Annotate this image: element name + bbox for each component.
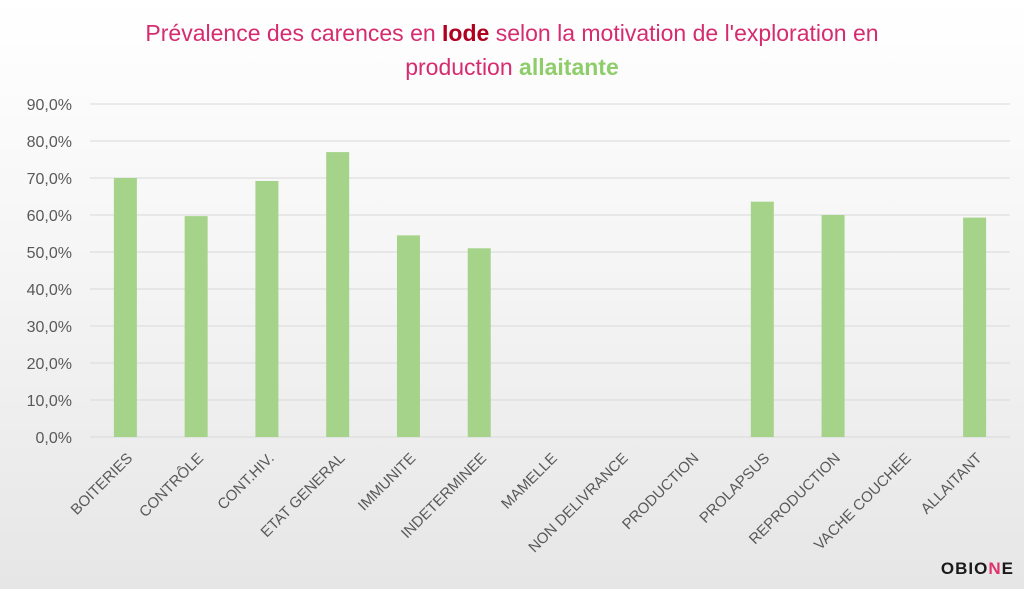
y-axis-ticks: 0,0% 10,0% 20,0% 30,0% 40,0% 50,0% 60,0% 70,0% 8…: [27, 97, 72, 447]
title-text-1: Prévalence des carences en: [145, 20, 443, 46]
obione-logo: OBIONE: [941, 559, 1014, 579]
y-tick-label: 30,0%: [27, 319, 72, 336]
bars: [113, 152, 987, 437]
title-highlight-iode: Iode: [442, 20, 490, 46]
bar: [396, 235, 420, 437]
y-tick-label: 90,0%: [27, 97, 72, 114]
title-highlight-allaitante: allaitante: [519, 54, 619, 80]
x-tick-label: ALLAITANT: [918, 450, 986, 518]
x-tick-label: CONT.HIV.: [214, 450, 277, 513]
title-text-3: production: [405, 54, 520, 80]
bar: [963, 217, 987, 437]
x-tick-label: MAMELLE: [498, 450, 561, 513]
chart-title: Prévalence des carences en Iode selon la…: [0, 16, 1024, 84]
x-tick-label: BOITERIES: [68, 450, 137, 519]
title-line-2: production allaitante: [0, 50, 1024, 84]
bar: [184, 216, 208, 437]
bar: [326, 152, 350, 437]
x-axis-ticks: BOITERIES CONTRÔLE CONT.HIV.ETAT GENERAL IM…: [68, 450, 986, 556]
gridlines: [90, 103, 1010, 438]
y-tick-label: 80,0%: [27, 134, 72, 151]
y-tick-label: 50,0%: [27, 245, 72, 262]
bar: [467, 248, 491, 437]
x-tick-label: CONTRÔLE: [136, 450, 207, 521]
title-line-1: Prévalence des carences en Iode selon la…: [0, 16, 1024, 50]
x-tick-label: PROLAPSUS: [696, 450, 773, 527]
y-tick-label: 60,0%: [27, 208, 72, 225]
logo-text-suffix: E: [1001, 559, 1014, 578]
bar: [750, 201, 774, 437]
bar: [821, 215, 845, 437]
y-tick-label: 0,0%: [36, 430, 72, 447]
bar: [255, 180, 279, 437]
x-tick-label: PRODUCTION: [619, 450, 702, 533]
title-text-2: selon la motivation de l'exploration en: [489, 20, 879, 46]
y-tick-label: 20,0%: [27, 356, 72, 373]
y-tick-label: 10,0%: [27, 393, 72, 410]
logo-text-prefix: OBIO: [940, 559, 989, 578]
logo-text-accent: N: [988, 559, 1002, 578]
bar: [113, 178, 137, 437]
x-tick-label: IMMUNITE: [355, 450, 419, 514]
y-tick-label: 70,0%: [27, 171, 72, 188]
y-tick-label: 40,0%: [27, 282, 72, 299]
